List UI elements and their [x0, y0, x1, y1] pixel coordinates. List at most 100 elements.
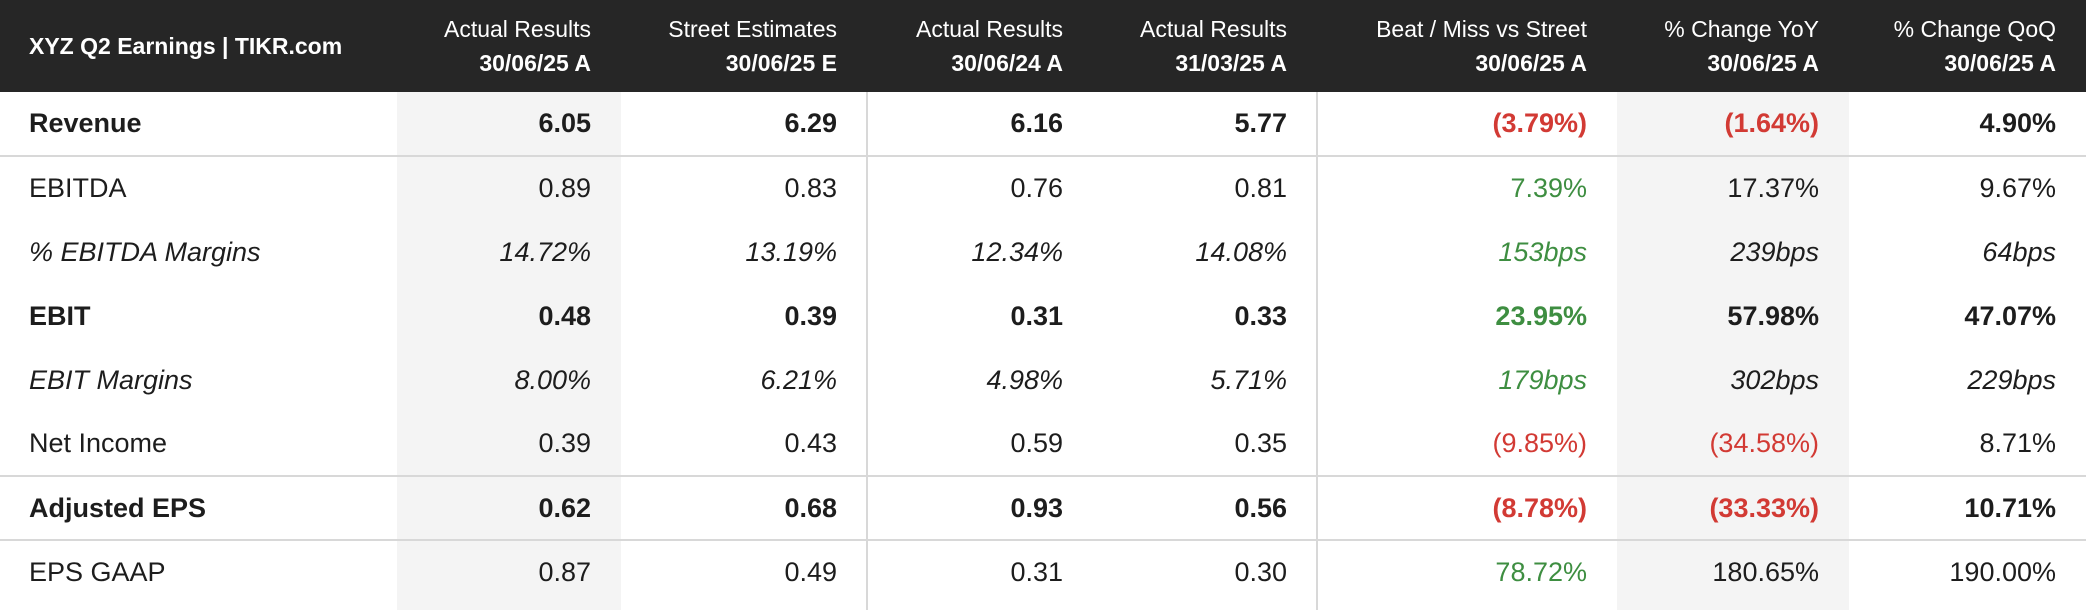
column-header-period: 30/06/24 A [951, 50, 1063, 76]
table-cell: 180.65% [1617, 539, 1849, 604]
column-header-period: 30/06/25 A [479, 50, 591, 76]
table-row: Revenue 6.05 6.29 6.16 5.77 (3.79%) (1.64%) 4.9… [0, 92, 2086, 156]
table-cell: (33.33%) [1617, 475, 1849, 540]
table-cell: 0.87 [397, 539, 621, 604]
table-cell: 0.39 [538, 428, 591, 458]
column-header-label: % Change QoQ [1893, 16, 2056, 42]
table-cell: 0.43 [784, 428, 837, 458]
table-cell: 0.83 [621, 155, 867, 220]
column-header: Actual Results 30/06/25 A [397, 0, 621, 92]
table-body: Revenue 6.05 6.29 6.16 5.77 (3.79%) (1.64%) 4.9… [0, 92, 2086, 604]
table-cell: 5.71% [1210, 364, 1287, 395]
column-divider [866, 92, 868, 610]
table-cell: 0.56 [1093, 475, 1317, 540]
table-cell: 12.34% [971, 236, 1063, 267]
table-cell: 179bps [1498, 364, 1587, 395]
table-cell: 9.67% [1849, 155, 2086, 220]
header-row: XYZ Q2 Earnings | TIKR.com Actual Result… [0, 0, 2086, 92]
column-header-period: 30/06/25 A [1707, 50, 1819, 76]
table-cell: (34.58%) [1709, 428, 1819, 458]
table-cell: 7.39% [1317, 155, 1617, 220]
table-cell: 239bps [1730, 236, 1819, 267]
table-cell: 0.76 [867, 155, 1093, 220]
table-cell: 14.72% [499, 236, 591, 267]
table-cell: 10.71% [1849, 475, 2086, 540]
column-header: Street Estimates 30/06/25 E [621, 0, 867, 92]
table-cell: 6.29 [784, 108, 837, 138]
column-header: Actual Results 31/03/25 A [1093, 0, 1317, 92]
table-cell: 13.19% [745, 236, 837, 267]
table-title: XYZ Q2 Earnings | TIKR.com [29, 32, 343, 59]
column-header: % Change YoY 30/06/25 A [1617, 0, 1849, 92]
table-cell: (8.78%) [1317, 475, 1617, 540]
table-cell: 0.89 [397, 155, 621, 220]
table-row: EBITDA 0.89 0.83 0.76 0.81 7.39% 17.37% 9.67% [0, 155, 2086, 220]
table-cell: 0.39 [784, 300, 837, 331]
table-cell: (9.85%) [1492, 428, 1587, 458]
table-cell: 6.16 [1010, 108, 1063, 138]
row-label: EBITDA [0, 155, 397, 220]
column-header-label: % Change YoY [1664, 16, 1819, 42]
table-cell: 0.81 [1093, 155, 1317, 220]
row-label: % EBITDA Margins [29, 236, 261, 267]
table-cell: 5.77 [1234, 108, 1287, 138]
table-cell: 0.31 [867, 539, 1093, 604]
row-label: EBIT Margins [29, 364, 193, 395]
column-header: % Change QoQ 30/06/25 A [1849, 0, 2086, 92]
table-row: EBIT Margins 8.00% 6.21% 4.98% 5.71% 179bps 30… [0, 348, 2086, 412]
column-header-label: Actual Results [915, 16, 1063, 42]
table-cell: 302bps [1730, 364, 1819, 395]
table-cell: 8.71% [1979, 428, 2056, 458]
row-label: Adjusted EPS [0, 475, 397, 540]
column-header-label: Beat / Miss vs Street [1376, 16, 1587, 42]
column-divider [1316, 92, 1318, 610]
column-header: Beat / Miss vs Street 30/06/25 A [1317, 0, 1617, 92]
table-cell: 23.95% [1495, 300, 1587, 331]
column-header: Actual Results 30/06/24 A [867, 0, 1093, 92]
table-cell: 17.37% [1617, 155, 1849, 220]
table-cell: 6.21% [760, 364, 837, 395]
table-cell: 153bps [1498, 236, 1587, 267]
table-cell: 47.07% [1964, 300, 2056, 331]
column-header-period: 30/06/25 A [1475, 50, 1587, 76]
table-cell: 64bps [1982, 236, 2056, 267]
table-row: EBIT 0.48 0.39 0.31 0.33 23.95% 57.98% 47.07% [0, 284, 2086, 348]
table-cell: 0.93 [867, 475, 1093, 540]
table-cell: 4.90% [1979, 108, 2056, 138]
column-header-label: Street Estimates [668, 16, 837, 42]
table-row: Net Income 0.39 0.43 0.59 0.35 (9.85%) (34.58%… [0, 412, 2086, 476]
table-cell: 0.68 [621, 475, 867, 540]
column-header-period: 30/06/25 E [725, 50, 837, 76]
column-header-period: 30/06/25 A [1944, 50, 2056, 76]
table-row: Adjusted EPS 0.62 0.68 0.93 0.56 (8.78%) (33.3… [0, 475, 2086, 540]
table-row: EPS GAAP 0.87 0.49 0.31 0.30 78.72% 180.65% 190… [0, 539, 2086, 604]
column-header-period: 31/03/25 A [1175, 50, 1287, 76]
table-cell: 78.72% [1317, 539, 1617, 604]
table-cell: 8.00% [514, 364, 591, 395]
row-label: EPS GAAP [0, 539, 397, 604]
table-cell: 0.31 [1010, 300, 1063, 331]
row-label: Net Income [29, 428, 168, 458]
table-cell: 0.33 [1234, 300, 1287, 331]
table-cell: 0.48 [538, 300, 591, 331]
table-cell: 0.35 [1234, 428, 1287, 458]
table-cell: 0.62 [397, 475, 621, 540]
table-cell: 0.59 [1010, 428, 1063, 458]
row-label: Revenue [29, 108, 142, 138]
table-cell: (1.64%) [1724, 108, 1819, 138]
table-cell: 14.08% [1195, 236, 1287, 267]
column-header-label: Actual Results [1139, 16, 1287, 42]
table-cell: 4.98% [986, 364, 1063, 395]
row-label: EBIT [29, 300, 91, 331]
table-cell: 0.30 [1093, 539, 1317, 604]
table-cell: 190.00% [1849, 539, 2086, 604]
column-header-label: Actual Results [443, 16, 591, 42]
table-cell: 0.49 [621, 539, 867, 604]
table-cell: 57.98% [1727, 300, 1819, 331]
table-cell: 229bps [1967, 364, 2056, 395]
table-row: % EBITDA Margins 14.72% 13.19% 12.34% 14.08%… [0, 220, 2086, 284]
table-cell: 6.05 [538, 108, 591, 138]
table-cell: (3.79%) [1492, 108, 1587, 138]
